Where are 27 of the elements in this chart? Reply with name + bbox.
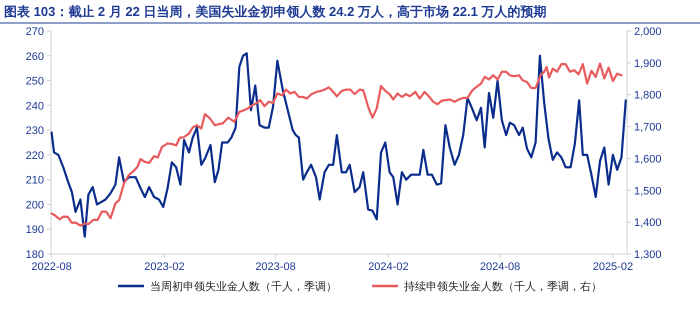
y-tick-label: 210 [26,174,44,187]
y-tick-label: 190 [26,224,44,236]
chart-title: 图表 103：截止 2 月 22 日当周，美国失业金初申领人数 24.2 万人，高于市场 22.1 万人的预期 [4,4,546,19]
y2-tick-label: 1,900 [634,58,662,70]
y-tick-label: 250 [26,76,44,88]
x-tick-label: 2022-08 [31,261,72,273]
y2-tick-label: 1,800 [634,90,662,102]
x-tick-label: 2025-02 [592,261,634,273]
legend-label: 当周初申领失业金人数（千人，季调） [150,280,337,293]
y2-tick-label: 1,600 [634,153,662,166]
x-tick-label: 2024-08 [480,261,520,273]
y-tick-label: 200 [26,199,44,212]
x-tick-label: 2024-02 [368,261,409,273]
y-tick-label: 270 [26,26,44,38]
y-tick-label: 260 [26,50,44,63]
y2-tick-label: 1,400 [634,217,662,230]
y-tick-label: 230 [26,125,44,138]
y-tick-label: 240 [26,100,44,112]
y2-tick-label: 2,000 [634,26,662,38]
y-tick-label: 220 [26,150,44,162]
y2-tick-label: 1,500 [634,185,662,198]
y2-tick-label: 1,300 [634,249,662,261]
x-tick-label: 2023-08 [255,261,296,273]
y-tick-label: 180 [26,249,44,261]
legend-label: 持续申领失业金人数（千人，季调，右） [404,280,602,293]
x-tick-label: 2023-02 [144,261,185,273]
y2-tick-label: 1,700 [634,122,662,134]
